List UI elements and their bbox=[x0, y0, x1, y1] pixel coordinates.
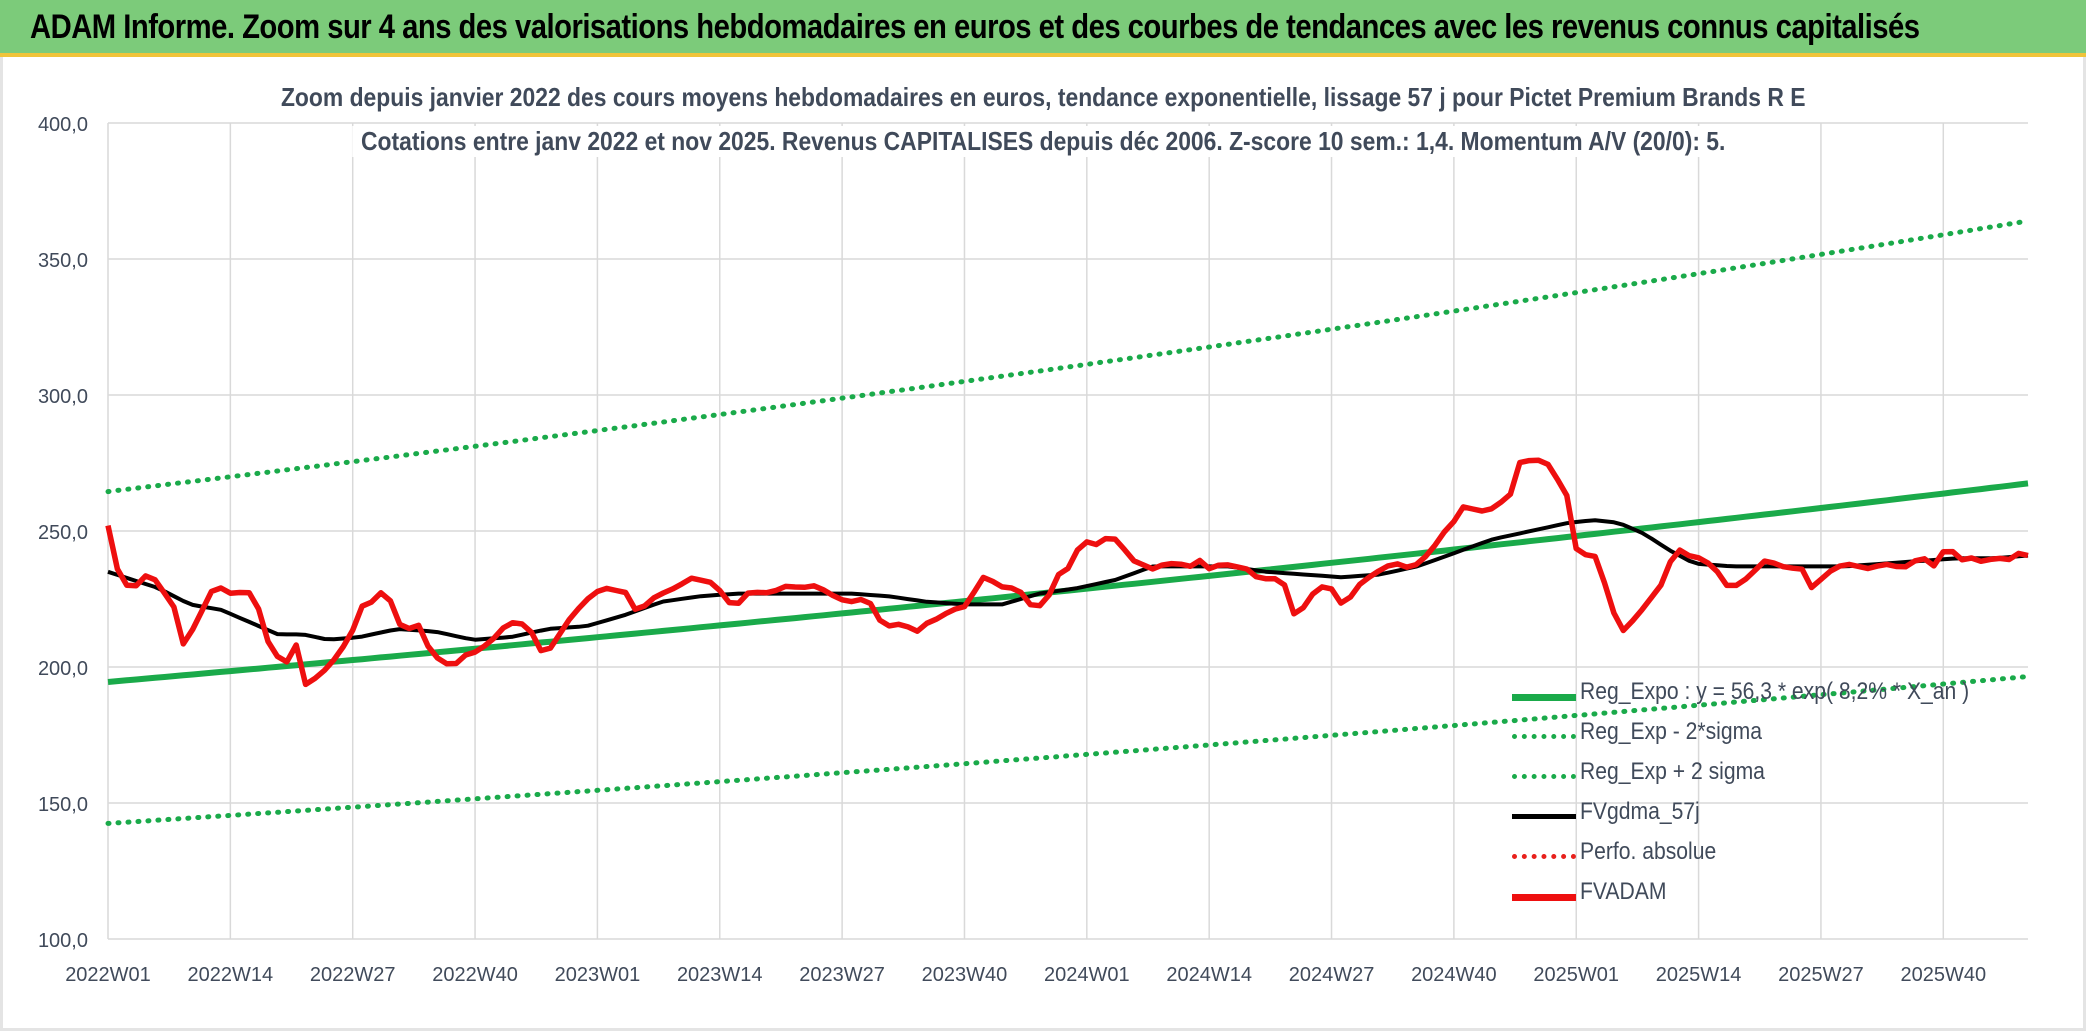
legend-item: Reg_Exp + 2 sigma bbox=[1510, 756, 2010, 792]
x-tick-label: 2023W01 bbox=[555, 964, 641, 986]
x-tick-label: 2022W01 bbox=[65, 964, 151, 986]
legend-swatch bbox=[1512, 774, 1576, 779]
legend-swatch bbox=[1512, 734, 1576, 739]
x-tick-label: 2025W27 bbox=[1778, 964, 1864, 986]
y-tick-label: 350,0 bbox=[38, 250, 88, 272]
x-tick-label: 2024W27 bbox=[1289, 964, 1375, 986]
series-line bbox=[105, 674, 2031, 826]
chart-title-line-1: Zoom depuis janvier 2022 des cours moyen… bbox=[0, 82, 2086, 113]
banner-title: ADAM Informe. Zoom sur 4 ans des valoris… bbox=[30, 8, 1920, 46]
legend-swatch bbox=[1512, 814, 1576, 819]
y-axis-tick-labels: 100,0 150,0 200,0 250,0 300,0 350,0 400,0 bbox=[38, 114, 88, 952]
x-tick-label: 2022W40 bbox=[432, 964, 518, 986]
legend-label: Perfo. absolue bbox=[1580, 838, 1717, 865]
x-tick-label: 2025W01 bbox=[1533, 964, 1619, 986]
legend-swatch bbox=[1512, 694, 1576, 701]
x-tick-label: 2024W01 bbox=[1044, 964, 1130, 986]
gridlines bbox=[107, 122, 2028, 940]
banner: ADAM Informe. Zoom sur 4 ans des valoris… bbox=[0, 0, 2086, 57]
y-tick-label: 400,0 bbox=[38, 114, 88, 136]
x-tick-label: 2023W14 bbox=[677, 964, 763, 986]
y-tick-label: 100,0 bbox=[38, 930, 88, 952]
y-tick-label: 250,0 bbox=[38, 522, 88, 544]
legend-item: Reg_Expo : y = 56,3 * exp( 8,2% * X_an ) bbox=[1510, 676, 2010, 712]
x-axis-tick-labels: 2022W01 2022W14 2022W27 2022W40 2023W01 2023W… bbox=[65, 964, 1986, 986]
x-tick-label: 2025W14 bbox=[1656, 964, 1742, 986]
x-tick-label: 2022W27 bbox=[310, 964, 396, 986]
y-tick-label: 300,0 bbox=[38, 386, 88, 408]
chart-title: Zoom depuis janvier 2022 des cours moyen… bbox=[271, 82, 1815, 113]
legend-label: FVgdma_57j bbox=[1580, 798, 1700, 825]
legend-label: Reg_Exp - 2*sigma bbox=[1580, 718, 1762, 745]
series-line bbox=[105, 457, 2029, 688]
legend-label: Reg_Expo : y = 56,3 * exp( 8,2% * X_an ) bbox=[1580, 678, 1970, 705]
series-layer bbox=[105, 218, 2031, 826]
series-line bbox=[105, 218, 2031, 495]
chart-subtitle: Cotations entre janv 2022 et nov 2025. R… bbox=[352, 126, 1734, 157]
legend-label: Reg_Exp + 2 sigma bbox=[1580, 758, 1765, 785]
x-tick-label: 2023W27 bbox=[799, 964, 885, 986]
chart-title-line-2: Cotations entre janv 2022 et nov 2025. R… bbox=[0, 126, 2086, 157]
legend-item: Reg_Exp - 2*sigma bbox=[1510, 716, 2010, 752]
legend-item: FVgdma_57j bbox=[1510, 796, 2010, 832]
legend: Reg_Expo : y = 56,3 * exp( 8,2% * X_an )… bbox=[1510, 676, 2010, 916]
y-tick-label: 200,0 bbox=[38, 658, 88, 680]
x-tick-label: 2025W40 bbox=[1900, 964, 1986, 986]
chart-frame bbox=[0, 57, 2086, 1031]
x-tick-label: 2024W14 bbox=[1166, 964, 1252, 986]
legend-swatch bbox=[1512, 894, 1576, 901]
x-tick-label: 2022W14 bbox=[188, 964, 274, 986]
legend-swatch bbox=[1512, 854, 1576, 859]
legend-item: Perfo. absolue bbox=[1510, 836, 2010, 872]
legend-item: FVADAM bbox=[1510, 876, 2010, 912]
y-tick-label: 150,0 bbox=[38, 794, 88, 816]
legend-label: FVADAM bbox=[1580, 878, 1667, 905]
x-tick-label: 2024W40 bbox=[1411, 964, 1497, 986]
x-tick-label: 2023W40 bbox=[922, 964, 1008, 986]
